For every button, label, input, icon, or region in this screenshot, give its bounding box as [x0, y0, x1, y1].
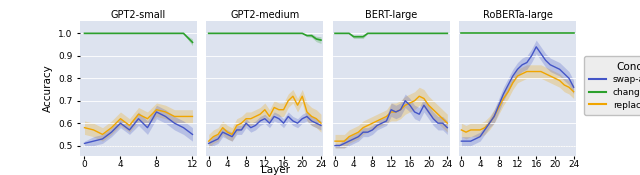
Title: GPT2-small: GPT2-small — [111, 10, 166, 20]
Title: BERT-large: BERT-large — [365, 10, 417, 20]
Text: Layer: Layer — [260, 165, 290, 175]
Y-axis label: Accuracy: Accuracy — [42, 65, 52, 112]
Legend: swap-arguments, change-verb, replace-argument: swap-arguments, change-verb, replace-arg… — [584, 56, 640, 115]
Title: GPT2-medium: GPT2-medium — [230, 10, 300, 20]
Title: RoBERTa-large: RoBERTa-large — [483, 10, 552, 20]
